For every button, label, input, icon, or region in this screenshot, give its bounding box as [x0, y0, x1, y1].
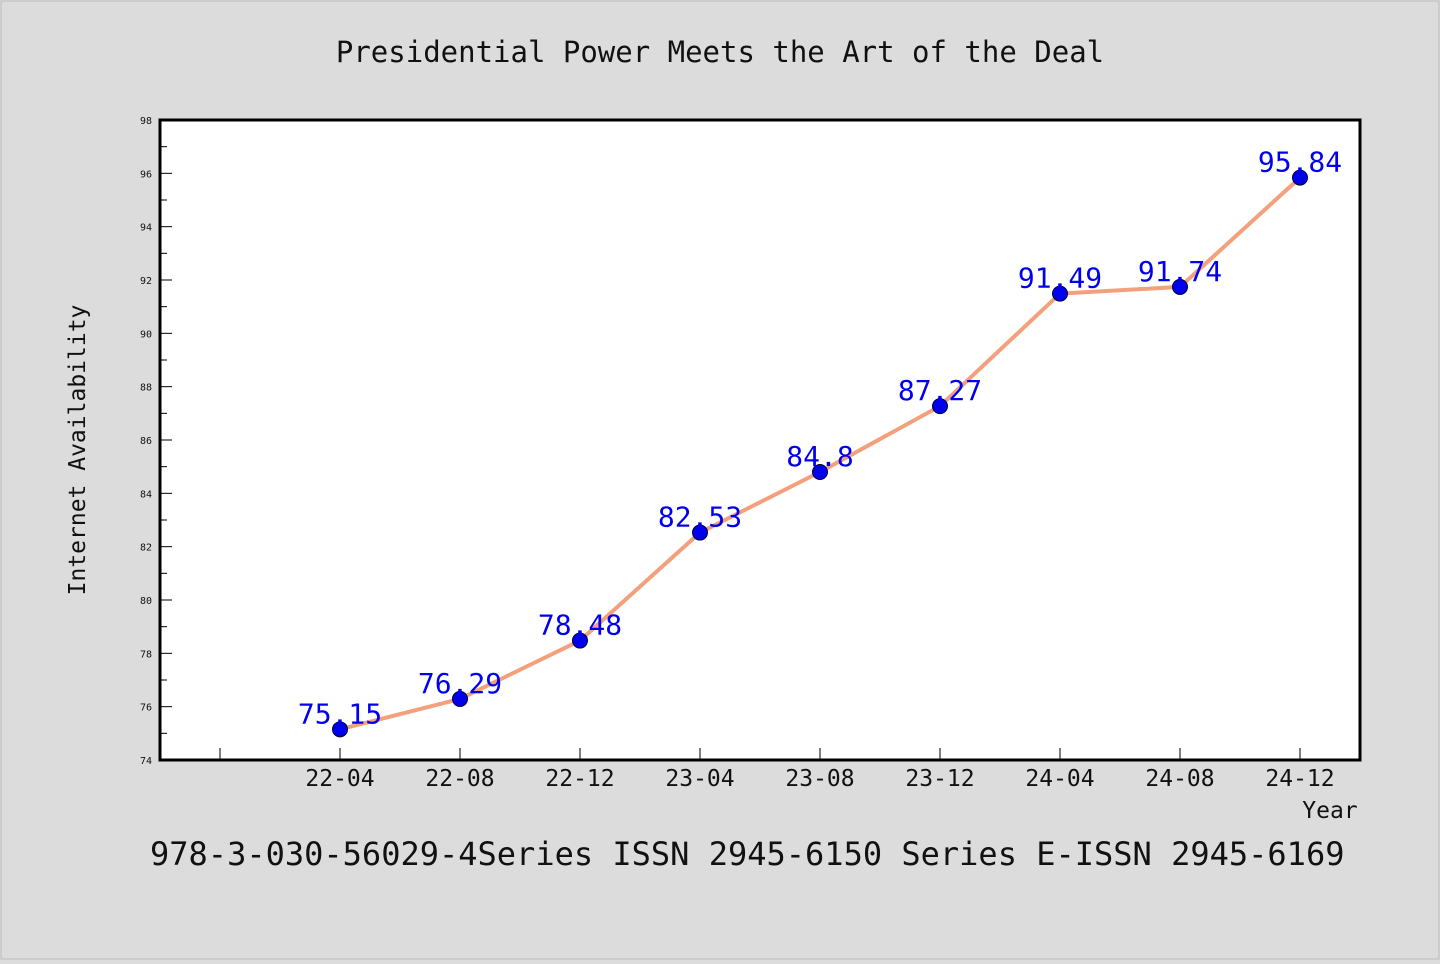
data-point: [1292, 169, 1308, 186]
y-tick-label: 88: [140, 383, 152, 394]
y-tick-label: 78: [140, 649, 152, 660]
data-point: [452, 690, 468, 707]
x-tick-label: 24-12: [1265, 766, 1334, 792]
y-tick-label: 98: [140, 116, 152, 127]
y-tick-label: 82: [140, 543, 152, 554]
data-point: [692, 524, 708, 541]
x-axis: 22-04 22-08 22-12 23-04 23-08 23-12 24-04 24-08…: [219, 748, 1335, 792]
y-tick-label: 74: [140, 756, 152, 767]
data-label: 95.84: [1258, 146, 1342, 179]
y-tick-label: 94: [140, 223, 152, 234]
chart-title: Presidential Power Meets the Art of the …: [336, 35, 1104, 69]
footer-isbn-issn: 978-3-030-56029-4Series ISSN 2945-6150 S…: [150, 835, 1344, 873]
data-label: 78.48: [538, 609, 622, 642]
y-tick-label: 92: [140, 276, 152, 287]
data-label: 76.29: [418, 667, 502, 700]
x-tick-label: 24-08: [1145, 766, 1214, 792]
y-tick-label: 76: [140, 703, 152, 714]
data-point: [1052, 285, 1068, 302]
y-tick-label: 90: [140, 329, 152, 340]
y-tick-label: 96: [140, 169, 152, 180]
plot-area: [158, 118, 1362, 762]
y-tick-label: 86: [140, 436, 152, 447]
y-axis: 74 76 78 80 82 84 86 88 90 92 94 96 98: [140, 116, 172, 767]
x-tick-label: 24-04: [1025, 766, 1094, 792]
y-axis-label: Internet Availability: [65, 305, 91, 596]
data-label: 87.27: [898, 374, 982, 407]
series-internet-availability: 75.15 76.29 78.48 82.53 84.8 87.27 91.49 91.74 9…: [298, 146, 1342, 738]
x-tick-label: 23-04: [665, 766, 734, 792]
data-point: [812, 464, 828, 480]
x-tick-label: 23-12: [905, 766, 974, 792]
data-point: [572, 632, 588, 649]
data-label: 75.15: [298, 697, 382, 730]
data-label: 91.49: [1018, 262, 1102, 295]
x-tick-label: 23-08: [785, 766, 854, 792]
x-axis-label: Year: [1302, 798, 1357, 824]
x-tick-label: 22-12: [545, 766, 614, 792]
data-label: 82.53: [658, 501, 742, 534]
data-point: [932, 398, 948, 415]
data-label: 91.74: [1138, 255, 1222, 288]
x-tick-label: 22-08: [425, 766, 494, 792]
x-tick-label: 22-04: [305, 766, 374, 792]
data-point: [332, 721, 348, 738]
data-point: [1172, 278, 1188, 295]
data-label: 84.8: [786, 440, 853, 473]
y-tick-label: 80: [140, 596, 152, 607]
y-tick-label: 84: [140, 489, 152, 500]
